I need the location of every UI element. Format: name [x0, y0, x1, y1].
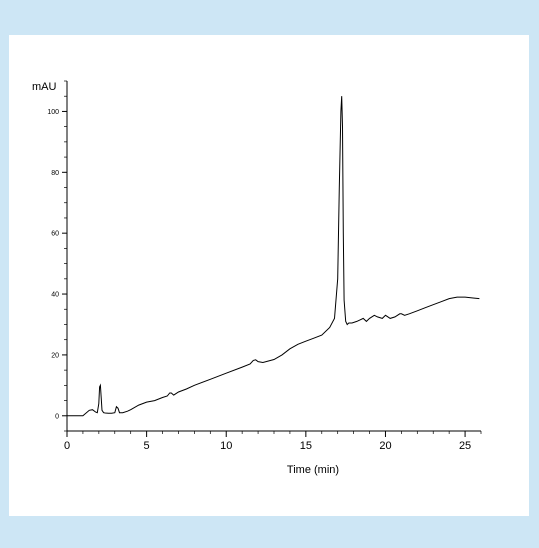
y-axis-label: mAU — [32, 81, 57, 93]
x-tick-label: 5 — [144, 440, 150, 452]
y-tick-label: 60 — [51, 231, 59, 238]
y-tick-label: 0 — [55, 413, 59, 420]
chromatogram-chart: 0 20 40 60 80 100 0 5 10 15 20 25 mAU Time (min) — [32, 80, 482, 476]
y-tick-label: 40 — [51, 292, 59, 299]
x-tick-label: 10 — [220, 440, 232, 452]
x-axis-label: Time (min) — [287, 464, 339, 476]
chart-panel: 0 20 40 60 80 100 0 5 10 15 20 25 mAU Time (min) — [9, 35, 529, 516]
x-tick-label: 20 — [379, 440, 391, 452]
y-tick-label: 80 — [51, 170, 59, 177]
x-tick-label: 25 — [459, 440, 471, 452]
y-tick-label: 100 — [47, 109, 59, 116]
y-tick-label: 20 — [51, 352, 59, 359]
chromatogram-trace — [67, 96, 480, 417]
x-tick-label: 15 — [300, 440, 312, 452]
x-tick-label: 0 — [64, 440, 70, 452]
